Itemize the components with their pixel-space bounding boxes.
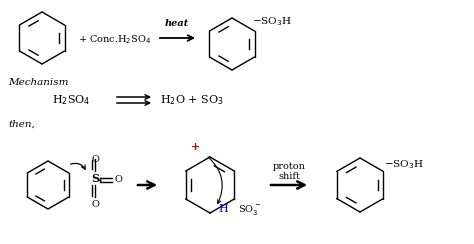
Text: heat: heat bbox=[165, 19, 189, 28]
Text: S: S bbox=[91, 173, 99, 184]
Text: Mechanism: Mechanism bbox=[8, 78, 69, 87]
Text: $-$SO$_3$H: $-$SO$_3$H bbox=[384, 159, 424, 171]
Text: H$_2$O + SO$_3$: H$_2$O + SO$_3$ bbox=[160, 93, 224, 107]
Text: O: O bbox=[91, 200, 99, 209]
Text: $-$SO$_3$H: $-$SO$_3$H bbox=[252, 16, 292, 28]
Text: shift: shift bbox=[278, 172, 300, 181]
Text: O: O bbox=[91, 155, 99, 164]
Text: H: H bbox=[218, 204, 228, 214]
Text: +: + bbox=[191, 141, 201, 152]
Text: proton: proton bbox=[273, 162, 305, 171]
Text: O: O bbox=[115, 174, 123, 183]
Text: SO$_3^-$: SO$_3^-$ bbox=[238, 203, 261, 217]
Text: then,: then, bbox=[8, 120, 35, 129]
Text: H$_2$SO$_4$: H$_2$SO$_4$ bbox=[52, 93, 91, 107]
Text: + Conc.H$_2$SO$_4$: + Conc.H$_2$SO$_4$ bbox=[78, 34, 151, 46]
